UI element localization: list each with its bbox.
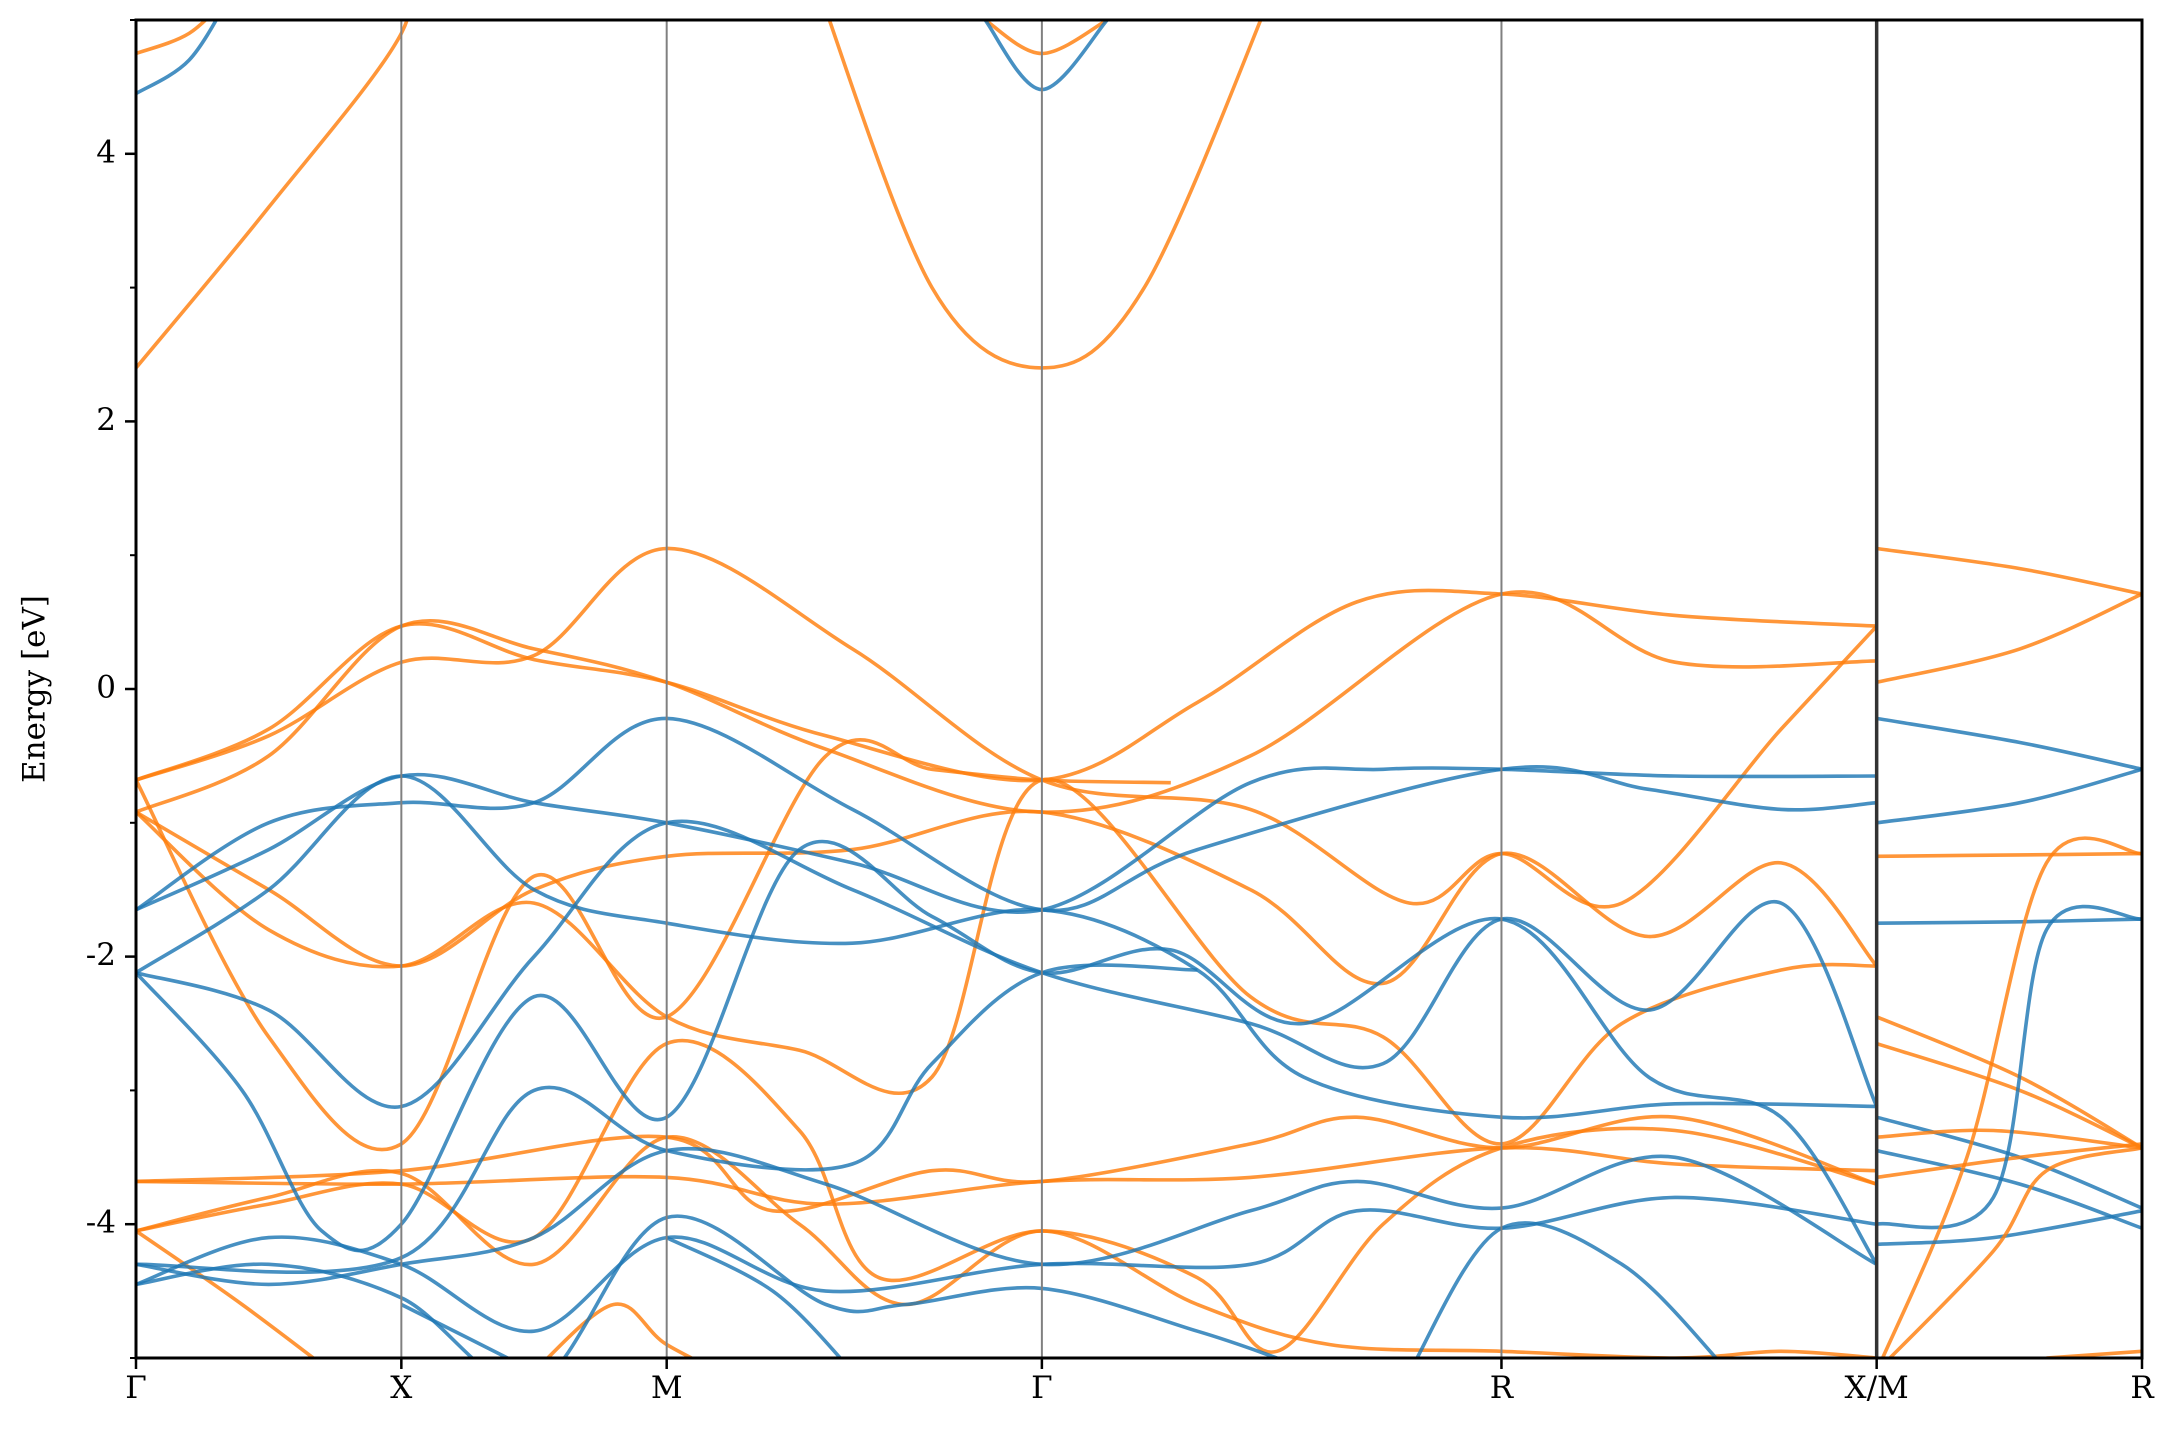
band-line-spin-up-1 <box>136 20 209 56</box>
band-line-spin-up-0 <box>136 20 409 370</box>
y-tick-label: 2 <box>96 402 116 438</box>
band-line-spin-down-42 <box>1876 904 2142 1230</box>
band-line-spin-up-8 <box>136 590 1877 814</box>
y-tick-label: -4 <box>86 1205 116 1241</box>
band-line-spin-up-37 <box>1876 1041 2142 1150</box>
x-axis-ticks: Γ X M Γ R X/M R <box>125 1358 2155 1406</box>
band-line-spin-down-27 <box>1415 1221 1719 1358</box>
band-line-spin-up-15 <box>136 1135 1877 1358</box>
band-line-spin-up-10 <box>136 777 1877 1146</box>
band-line-spin-up-31 <box>1876 592 2142 685</box>
x-tick-label: R <box>1490 1370 1515 1406</box>
band-line-spin-down-21 <box>136 774 1877 1120</box>
band-line-spin-down-2 <box>136 20 219 96</box>
band-line-spin-down-33 <box>1876 767 2142 825</box>
x-tick-label: M <box>651 1370 683 1406</box>
band-line-spin-up-45 <box>1887 1146 2142 1358</box>
band-line-spin-up-43 <box>1880 836 2142 1358</box>
band-line-spin-down-22 <box>136 839 1879 1266</box>
x-tick-label: Γ <box>1031 1370 1053 1406</box>
x-tick-label: Γ <box>125 1370 147 1406</box>
x-tick-label: X/M <box>1845 1370 1909 1406</box>
band-line-spin-up-11 <box>136 738 1171 1152</box>
x-tick-label: R <box>2130 1370 2155 1406</box>
band-line-spin-up-41 <box>1876 1142 2142 1180</box>
band-line-spin-up-17 <box>545 1302 696 1358</box>
band-line-spin-up-30 <box>1876 546 2142 596</box>
band-line-spin-down-32 <box>1876 716 2142 772</box>
y-axis-ticks: -4 -2 0 2 4 <box>86 19 136 1359</box>
y-tick-label: -2 <box>86 937 116 973</box>
band-line-spin-down-35 <box>1876 917 2142 925</box>
band-line-spin-down-29 <box>665 1235 843 1358</box>
x-tick-label: X <box>390 1370 412 1406</box>
y-tick-label: 0 <box>96 670 116 706</box>
band-line-spin-up-40 <box>1876 1128 2142 1150</box>
band-line-spin-down-28 <box>400 1302 512 1358</box>
band-line-spin-down-26 <box>136 1214 1278 1358</box>
band-line-spin-down-44 <box>1876 1209 2142 1247</box>
band-line-spin-up-16 <box>136 1229 317 1358</box>
y-tick-label: 4 <box>96 134 116 170</box>
band-line-spin-up-34 <box>1876 851 2142 859</box>
y-axis-label: Energy [eV] <box>17 595 53 783</box>
